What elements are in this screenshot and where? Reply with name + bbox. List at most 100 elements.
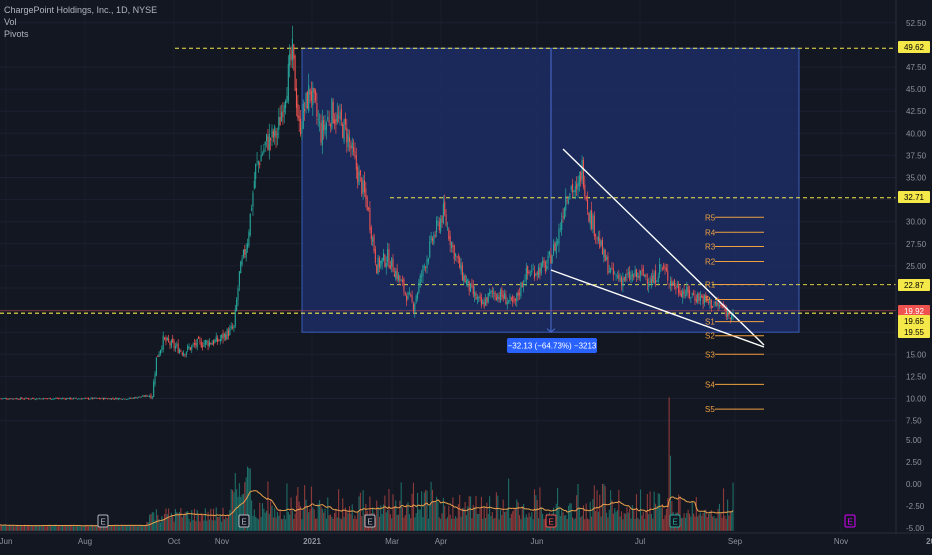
candle-body	[233, 325, 235, 328]
volume-bar	[607, 517, 609, 531]
price-tick-label: 52.50	[906, 19, 927, 28]
candle-body	[377, 257, 379, 274]
volume-bar	[195, 521, 197, 531]
candle-body	[468, 281, 470, 291]
volume-bar	[168, 508, 170, 531]
volume-bar	[588, 519, 590, 531]
candle-body	[555, 241, 557, 254]
candle-body	[257, 161, 259, 164]
candle-body	[728, 313, 730, 316]
volume-bar	[517, 502, 519, 531]
candle-body	[717, 302, 719, 306]
time-axis[interactable]: Jun Aug Oct Nov 2021 Mar Apr Jun Jul Sep Nov 2022	[0, 532, 932, 546]
candle-body	[249, 213, 251, 236]
wedge-trendlines[interactable]	[550, 148, 765, 348]
volume-bar	[75, 525, 77, 531]
candle-body	[690, 297, 692, 299]
candle-body	[702, 295, 704, 305]
candle-body	[559, 228, 561, 230]
legend-pivots[interactable]: Pivots	[4, 29, 29, 39]
volume-bar	[506, 509, 508, 531]
volume-bar	[659, 493, 661, 531]
candle-body	[143, 395, 145, 397]
candle-body	[444, 201, 446, 215]
earnings-icon[interactable]	[238, 514, 250, 528]
volume-bar	[533, 489, 536, 531]
volume-bar	[362, 490, 364, 531]
candle-body	[373, 234, 375, 252]
volume-bar	[712, 516, 714, 531]
earnings-icon[interactable]	[97, 514, 109, 528]
candle-body	[203, 343, 205, 347]
candle-body	[3, 398, 5, 400]
candle-body	[293, 44, 295, 59]
candle-body	[78, 398, 80, 400]
candle-body	[539, 268, 541, 276]
candle-body	[580, 171, 582, 182]
horizontal-levels[interactable]	[0, 47, 896, 314]
candle-body	[572, 183, 574, 193]
candle-body	[497, 294, 499, 300]
legend-title[interactable]: ChargePoint Holdings, Inc., 1D, NYSE	[4, 5, 158, 15]
legend-vol[interactable]: Vol	[4, 17, 17, 27]
volume-bar	[74, 525, 76, 531]
volume-bar	[619, 516, 621, 531]
volume-bar	[100, 526, 102, 531]
earnings-icon[interactable]	[545, 514, 557, 528]
volume-bar	[667, 498, 669, 531]
earnings-icon[interactable]	[844, 514, 856, 528]
candle-body	[29, 398, 31, 400]
time-tick-label: Sep	[728, 537, 743, 546]
volume-bar	[242, 493, 244, 531]
earnings-icon[interactable]	[364, 514, 376, 528]
candle-body	[178, 349, 181, 354]
candle-body	[382, 252, 385, 261]
candle-body	[456, 256, 458, 258]
volume-bar	[687, 509, 689, 531]
volume-bar	[300, 506, 302, 531]
candle-body	[712, 306, 714, 308]
candle-body	[245, 249, 247, 258]
volume-bar	[108, 525, 110, 531]
price-tag-label: 32.71	[904, 193, 925, 202]
candle-body	[346, 127, 348, 143]
candle-body	[335, 118, 337, 125]
candle-body	[308, 85, 310, 112]
candle-body	[272, 131, 274, 138]
volume-bar	[150, 513, 152, 531]
candle-body	[128, 397, 130, 399]
earnings-icon[interactable]	[669, 514, 681, 528]
volume-bar	[683, 513, 685, 531]
volume-bar	[354, 515, 356, 531]
lower-wedge-line[interactable]	[550, 269, 765, 348]
price-tick-label: 12.50	[906, 372, 927, 381]
volume-bar	[573, 519, 575, 531]
candle-body	[138, 396, 140, 398]
candle-body	[731, 314, 733, 320]
candle-body	[664, 267, 666, 270]
upper-wedge-line[interactable]	[562, 148, 765, 346]
volume-bar	[13, 525, 15, 531]
volume-bar	[346, 511, 348, 531]
candle-body	[154, 373, 156, 384]
candle-body	[85, 397, 87, 399]
candle-body	[601, 239, 604, 255]
volume-bar	[436, 496, 438, 531]
candle-body	[150, 394, 152, 399]
volume-bar	[691, 502, 693, 531]
candle-body	[676, 285, 678, 287]
measure-tool[interactable]	[301, 47, 800, 333]
volume-bar	[86, 525, 88, 531]
candle-body	[2, 398, 4, 400]
volume-bar	[498, 519, 500, 531]
candle-body	[140, 396, 142, 398]
candle-body	[100, 398, 102, 400]
candle-body	[229, 328, 231, 336]
candle-body	[302, 103, 304, 129]
volume-bar	[584, 519, 586, 531]
volume-bar	[7, 526, 9, 531]
volume-bar	[340, 519, 342, 531]
